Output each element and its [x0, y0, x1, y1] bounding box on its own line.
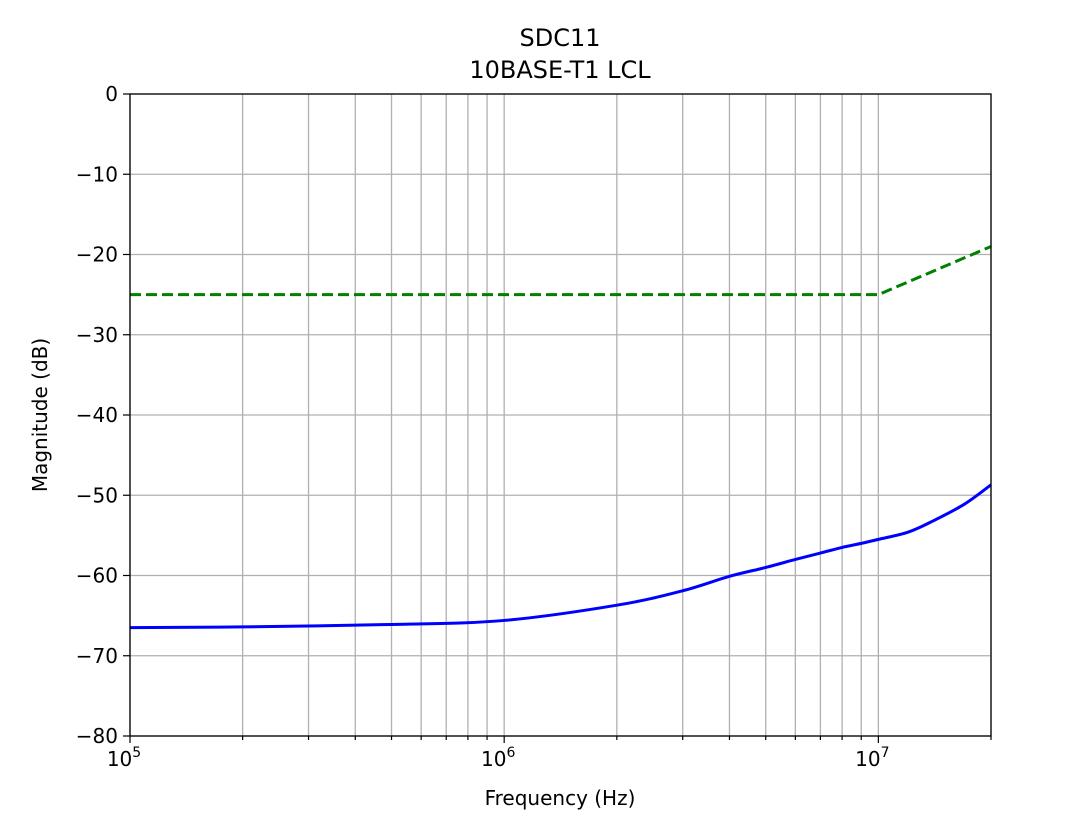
y-tick-label: −20	[76, 243, 118, 267]
x-tick-exponent: 7	[881, 745, 890, 761]
series-line-limit	[130, 245, 992, 297]
y-tick-label: −70	[76, 644, 118, 668]
series-line-measured	[129, 483, 992, 630]
y-axis-label: Magnitude (dB)	[28, 338, 52, 492]
series-layer	[129, 245, 992, 630]
y-tick-label: −50	[76, 483, 118, 507]
x-axis-label: Frequency (Hz)	[485, 786, 636, 810]
y-tick-label: −40	[76, 403, 118, 427]
x-tick-label: 105	[107, 745, 141, 771]
x-tick-exponent: 5	[132, 745, 141, 761]
y-tick-label: −30	[76, 323, 118, 347]
chart-title: SDC11	[519, 24, 600, 52]
grid	[129, 93, 992, 737]
x-tick-label: 107	[855, 745, 889, 771]
x-tick-label: 106	[481, 745, 515, 771]
x-tick-exponent: 6	[506, 745, 515, 761]
chart-subtitle: 10BASE-T1 LCL	[469, 56, 651, 84]
y-tick-label: −60	[76, 564, 118, 588]
y-tick-label: −10	[76, 162, 118, 186]
y-tick-label: 0	[105, 82, 118, 106]
y-tick-label: −80	[76, 724, 118, 748]
